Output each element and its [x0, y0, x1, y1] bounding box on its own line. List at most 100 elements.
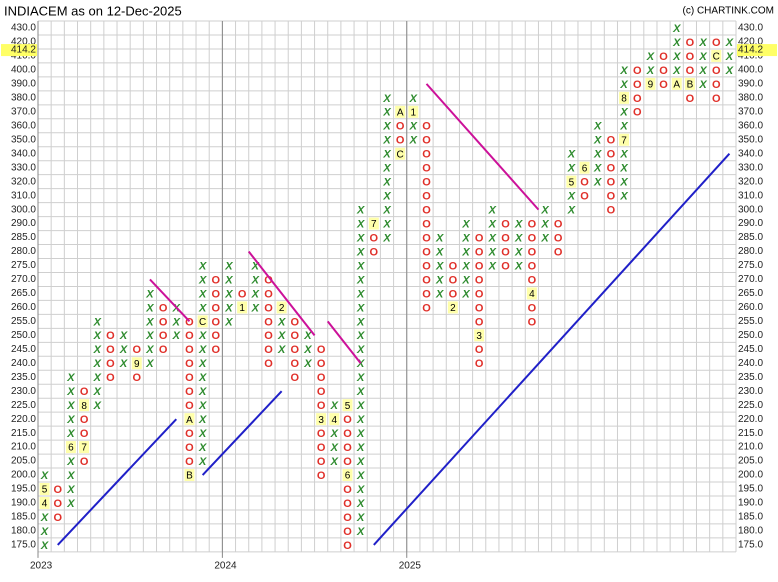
o-box: O	[475, 274, 484, 286]
o-box: O	[475, 358, 484, 370]
o-box: O	[475, 316, 484, 328]
month-marker-box	[39, 483, 50, 496]
o-box: O	[159, 344, 168, 356]
y-tick-label: 390.0	[11, 79, 36, 90]
x-box: X	[172, 330, 181, 342]
x-box: X	[119, 330, 128, 342]
y-tick-label-right: 370.0	[738, 106, 763, 117]
o-box: O	[475, 232, 484, 244]
x-box: X	[461, 232, 470, 244]
x-box: X	[435, 288, 444, 300]
o-box: O	[317, 372, 326, 384]
o-box: O	[159, 302, 168, 314]
month-marker-box	[342, 399, 353, 412]
year-label: 2025	[399, 561, 422, 572]
o-box: O	[212, 274, 221, 286]
o-box: O	[185, 358, 194, 370]
x-box: X	[409, 93, 418, 105]
x-box: X	[198, 358, 207, 370]
o-box: O	[712, 79, 721, 91]
x-box: X	[277, 330, 286, 342]
x-box: X	[382, 191, 391, 203]
x-box: X	[356, 484, 365, 496]
x-box: X	[145, 316, 154, 328]
year-label: 2023	[30, 561, 53, 572]
trend-line	[247, 250, 316, 336]
x-box: X	[356, 260, 365, 272]
x-box: X	[40, 470, 49, 482]
o-box: O	[264, 316, 273, 328]
x-box: X	[356, 512, 365, 524]
x-box: X	[356, 414, 365, 426]
o-box: O	[291, 344, 300, 356]
o-box: O	[475, 302, 484, 314]
o-box: O	[501, 246, 510, 258]
y-tick-label-right: 210.0	[738, 442, 763, 453]
o-box: O	[317, 344, 326, 356]
y-tick-label: 225.0	[11, 400, 36, 411]
month-marker-box	[39, 496, 50, 509]
month-marker: 6	[582, 163, 588, 174]
y-tick-label-right: 390.0	[738, 79, 763, 90]
o-box: O	[53, 512, 62, 524]
o-box: O	[633, 79, 642, 91]
o-box: O	[422, 149, 431, 161]
x-box: X	[303, 330, 312, 342]
o-box: O	[212, 330, 221, 342]
o-box: O	[212, 288, 221, 300]
o-box: O	[264, 358, 273, 370]
x-box: X	[461, 260, 470, 272]
y-tick-label-right: 280.0	[738, 246, 763, 257]
o-box: O	[106, 358, 115, 370]
o-box: O	[528, 316, 537, 328]
o-box: O	[659, 51, 668, 63]
month-marker-box	[645, 77, 656, 90]
o-box: O	[475, 260, 484, 272]
y-tick-label: 340.0	[11, 148, 36, 159]
month-marker-box	[408, 105, 419, 118]
y-tick-label-right: 220.0	[738, 414, 763, 425]
x-box: X	[93, 372, 102, 384]
x-box: X	[303, 358, 312, 370]
y-tick-label: 175.0	[11, 540, 36, 551]
y-tick-label-right: 400.0	[738, 65, 763, 76]
o-box: O	[554, 232, 563, 244]
o-box: O	[528, 260, 537, 272]
x-box: X	[646, 51, 655, 63]
o-box: O	[317, 386, 326, 398]
x-box: X	[198, 302, 207, 314]
y-tick-label: 380.0	[11, 92, 36, 103]
trend-line	[326, 320, 362, 364]
y-tick-label-right: 200.0	[738, 470, 763, 481]
o-box: O	[528, 302, 537, 314]
x-box: X	[119, 344, 128, 356]
y-tick-label: 255.0	[11, 316, 36, 327]
x-box: X	[303, 344, 312, 356]
x-box: X	[66, 386, 75, 398]
x-box: X	[488, 246, 497, 258]
y-tick-label-right: 290.0	[738, 218, 763, 229]
x-box: X	[356, 386, 365, 398]
o-box: O	[185, 400, 194, 412]
x-box: X	[514, 218, 523, 230]
o-box: O	[264, 344, 273, 356]
x-box: X	[119, 358, 128, 370]
o-box: O	[422, 163, 431, 175]
y-tick-label-right: 310.0	[738, 190, 763, 201]
y-tick-label: 200.0	[11, 470, 36, 481]
x-box: X	[40, 512, 49, 524]
o-box: O	[343, 428, 352, 440]
o-box: O	[212, 344, 221, 356]
o-box: O	[185, 330, 194, 342]
y-tick-label-right: 320.0	[738, 176, 763, 187]
